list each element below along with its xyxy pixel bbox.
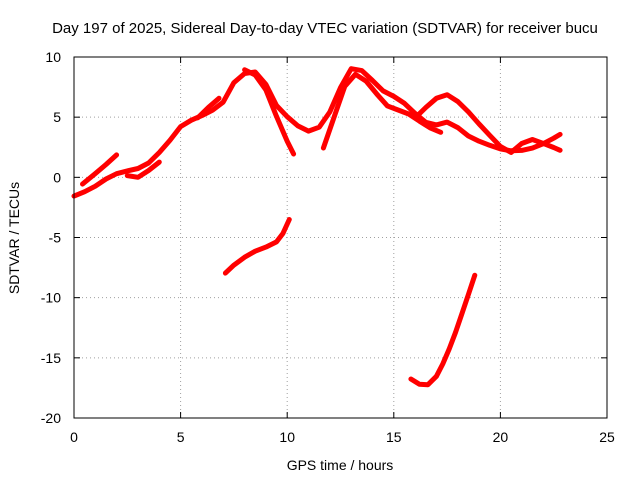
y-tick-label: 0: [53, 169, 61, 185]
plot-frame: [73, 56, 608, 419]
y-tick-label: -5: [49, 230, 62, 246]
series-arc-2: [80, 152, 120, 187]
series-arc-6: [320, 71, 444, 151]
series-arc-1: [71, 66, 563, 199]
series-arc-4: [195, 95, 222, 121]
y-tick-label: -10: [41, 290, 61, 306]
series-arc-8: [222, 217, 292, 276]
axis-ticks: [73, 56, 608, 419]
x-axis-label: GPS time / hours: [287, 457, 394, 473]
x-tick-label: 0: [70, 429, 78, 445]
y-tick-labels: -20 -15 -10 -5 0 5 10: [41, 49, 61, 426]
x-tick-label: 15: [386, 429, 402, 445]
x-tick-label: 25: [599, 429, 615, 445]
x-tick-label: 5: [177, 429, 185, 445]
x-tick-labels: 0 5 10 15 20 25: [70, 429, 615, 445]
chart-title: Day 197 of 2025, Sidereal Day-to-day VTE…: [52, 20, 598, 37]
series-arc-3: [124, 159, 162, 180]
grid-lines: [74, 57, 607, 418]
y-tick-label: -15: [41, 350, 61, 366]
series-arc-9: [408, 272, 478, 388]
data-series-group: [71, 66, 563, 388]
y-tick-label: 10: [45, 49, 61, 65]
y-tick-label: 5: [53, 109, 61, 125]
series-arc-7: [412, 92, 563, 155]
series-arc-5: [242, 67, 297, 157]
y-axis-label: SDTVAR / TECUs: [6, 182, 22, 294]
x-tick-label: 10: [279, 429, 295, 445]
x-tick-label: 20: [493, 429, 509, 445]
y-tick-label: -20: [41, 410, 61, 426]
